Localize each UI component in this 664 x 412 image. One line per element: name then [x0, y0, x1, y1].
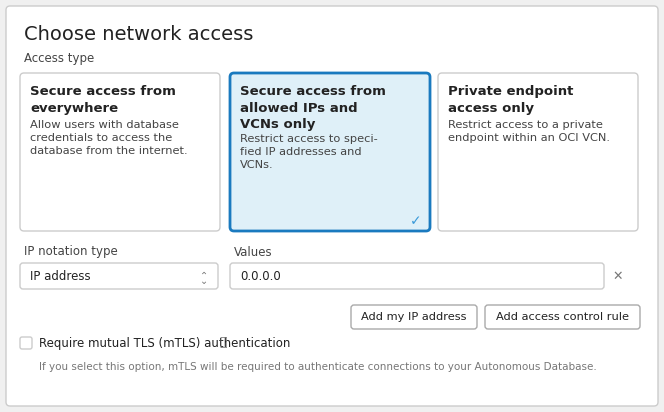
Text: 0.0.0.0: 0.0.0.0 — [240, 269, 281, 283]
Text: Private endpoint
access only: Private endpoint access only — [448, 85, 574, 115]
FancyBboxPatch shape — [20, 73, 220, 231]
Text: Secure access from
everywhere: Secure access from everywhere — [30, 85, 176, 115]
Text: ⓘ: ⓘ — [220, 337, 227, 349]
Text: ⌄: ⌄ — [200, 276, 208, 286]
Text: ✓: ✓ — [410, 214, 422, 228]
FancyBboxPatch shape — [438, 73, 638, 231]
Text: Allow users with database
credentials to access the
database from the internet.: Allow users with database credentials to… — [30, 120, 188, 156]
Text: Values: Values — [234, 246, 273, 258]
Text: Restrict access to a private
endpoint within an OCI VCN.: Restrict access to a private endpoint wi… — [448, 120, 610, 143]
FancyBboxPatch shape — [230, 73, 430, 231]
Text: Access type: Access type — [24, 52, 94, 65]
FancyBboxPatch shape — [230, 263, 604, 289]
FancyBboxPatch shape — [351, 305, 477, 329]
Text: ⌃: ⌃ — [200, 271, 208, 281]
FancyBboxPatch shape — [485, 305, 640, 329]
Text: ✕: ✕ — [613, 269, 623, 283]
Text: IP address: IP address — [30, 269, 90, 283]
Text: If you select this option, mTLS will be required to authenticate connections to : If you select this option, mTLS will be … — [39, 362, 597, 372]
Text: Require mutual TLS (mTLS) authentication: Require mutual TLS (mTLS) authentication — [39, 337, 290, 349]
Text: Choose network access: Choose network access — [24, 24, 254, 44]
FancyBboxPatch shape — [20, 263, 218, 289]
Text: IP notation type: IP notation type — [24, 246, 118, 258]
Text: Add access control rule: Add access control rule — [496, 312, 629, 322]
Text: Restrict access to speci-
fied IP addresses and
VCNs.: Restrict access to speci- fied IP addres… — [240, 134, 378, 170]
Text: Add my IP address: Add my IP address — [361, 312, 467, 322]
Text: Secure access from
allowed IPs and
VCNs only: Secure access from allowed IPs and VCNs … — [240, 85, 386, 131]
FancyBboxPatch shape — [20, 337, 32, 349]
FancyBboxPatch shape — [6, 6, 658, 406]
